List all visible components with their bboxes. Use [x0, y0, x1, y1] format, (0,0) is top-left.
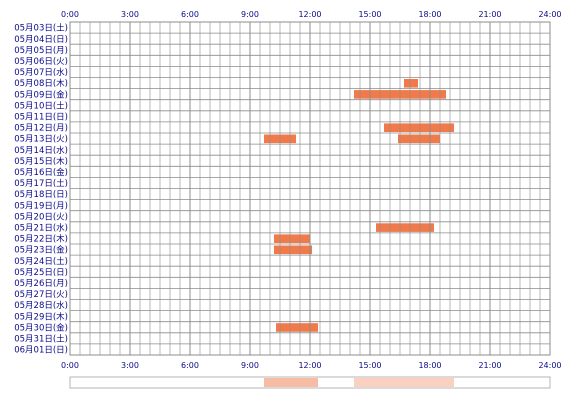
day-label: 05月05日(月): [14, 46, 68, 56]
activity-bar: [276, 323, 318, 332]
day-label: 05月23日(金): [14, 245, 68, 256]
day-label: 05月17日(土): [14, 178, 68, 189]
x-tick-label-top: 0:00: [61, 10, 79, 19]
day-label: 05月20日(火): [14, 212, 68, 222]
day-label: 05月06日(火): [14, 57, 68, 67]
x-tick-label-bottom: 9:00: [241, 361, 259, 370]
day-label: 05月09日(金): [14, 89, 68, 100]
summary-strip-segment: [354, 378, 454, 387]
day-label: 05月28日(水): [14, 300, 68, 311]
day-label: 05月26日(月): [14, 279, 68, 289]
x-tick-label-bottom: 6:00: [181, 361, 199, 370]
day-label: 05月19日(月): [14, 201, 68, 211]
x-tick-label-top: 21:00: [478, 10, 501, 19]
x-tick-label-bottom: 18:00: [418, 361, 441, 370]
x-tick-label-top: 18:00: [418, 10, 441, 19]
day-label: 05月15日(木): [14, 156, 68, 167]
day-label: 05月18日(日): [14, 190, 68, 200]
summary-strip-segment: [264, 378, 318, 387]
day-label: 05月30日(金): [14, 322, 68, 333]
day-label: 05月25日(日): [14, 268, 68, 278]
x-tick-label-top: 12:00: [298, 10, 321, 19]
day-label: 05月03日(土): [14, 23, 68, 34]
x-tick-label-bottom: 3:00: [121, 361, 139, 370]
activity-bar: [384, 123, 454, 132]
day-label: 05月27日(火): [14, 290, 68, 300]
day-label: 05月10日(土): [14, 100, 68, 111]
x-tick-label-top: 15:00: [358, 10, 381, 19]
day-label: 05月12日(月): [14, 124, 68, 134]
day-label: 05月22日(木): [14, 234, 68, 245]
day-label: 05月16日(金): [14, 167, 68, 178]
activity-bar: [404, 79, 418, 88]
activity-bar: [398, 134, 440, 144]
day-label: 05月13日(火): [14, 135, 68, 145]
x-tick-label-bottom: 21:00: [478, 361, 501, 370]
x-tick-label-top: 24:00: [538, 10, 561, 19]
x-tick-label-bottom: 0:00: [61, 361, 79, 370]
x-tick-label-top: 3:00: [121, 10, 139, 19]
day-label: 05月07日(水): [14, 67, 68, 78]
day-label: 05月04日(日): [14, 35, 68, 45]
x-tick-label-bottom: 15:00: [358, 361, 381, 370]
day-label: 05月21日(水): [14, 222, 68, 233]
x-tick-label-bottom: 24:00: [538, 361, 561, 370]
day-label: 06月01日(日): [14, 346, 68, 356]
activity-bar: [376, 223, 434, 232]
day-label: 05月24日(土): [14, 256, 68, 267]
day-label: 05月29日(木): [14, 311, 68, 322]
day-label: 05月11日(日): [14, 112, 68, 122]
day-label: 05月31日(土): [14, 333, 68, 344]
activity-bar: [274, 245, 312, 255]
day-label: 05月14日(水): [14, 145, 68, 156]
activity-bar: [274, 234, 310, 243]
day-label: 05月08日(木): [14, 78, 68, 89]
x-tick-label-top: 6:00: [181, 10, 199, 19]
x-tick-label-top: 9:00: [241, 10, 259, 19]
x-tick-label-bottom: 12:00: [298, 361, 321, 370]
